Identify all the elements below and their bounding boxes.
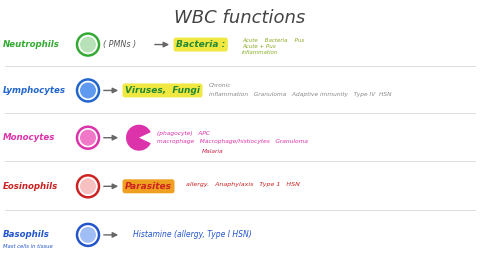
Text: macrophage   Macrophage/histiocytes   Granuloma: macrophage Macrophage/histiocytes Granul… (157, 139, 308, 144)
Text: Neutrophils: Neutrophils (3, 40, 60, 49)
Text: Chronic: Chronic (209, 83, 231, 88)
Text: WBC functions: WBC functions (174, 9, 306, 28)
Text: inflammation   Granuloma   Adaptive immunity   Type IV  HSN: inflammation Granuloma Adaptive immunity… (209, 92, 392, 97)
Text: Lymphocytes: Lymphocytes (3, 86, 66, 95)
Text: Acute    Bacteria    Pus: Acute Bacteria Pus (242, 38, 304, 43)
Text: (phagocyte)   APC: (phagocyte) APC (157, 131, 210, 136)
Text: Parasites: Parasites (125, 182, 172, 191)
Text: Viruses,  Fungi: Viruses, Fungi (125, 86, 200, 95)
Ellipse shape (80, 130, 96, 146)
Ellipse shape (80, 82, 96, 99)
Text: Histamine (allergy, Type I HSN): Histamine (allergy, Type I HSN) (133, 230, 252, 239)
Text: Basophils: Basophils (3, 230, 50, 239)
Ellipse shape (80, 178, 96, 194)
Text: Bacteria :: Bacteria : (176, 40, 225, 49)
Wedge shape (126, 125, 151, 151)
Ellipse shape (80, 227, 96, 243)
Text: Acute + Pus: Acute + Pus (242, 44, 276, 49)
Text: ( PMNs ): ( PMNs ) (103, 40, 136, 49)
Ellipse shape (80, 36, 96, 53)
Text: Malaria: Malaria (202, 149, 223, 154)
Text: Eosinophils: Eosinophils (3, 182, 58, 191)
Text: Mast cells in tissue: Mast cells in tissue (3, 244, 53, 249)
Text: allergy.   Anaphylaxis   Type 1   HSN: allergy. Anaphylaxis Type 1 HSN (186, 182, 300, 187)
Text: inflammation: inflammation (242, 50, 278, 55)
Text: Monocytes: Monocytes (3, 133, 55, 142)
